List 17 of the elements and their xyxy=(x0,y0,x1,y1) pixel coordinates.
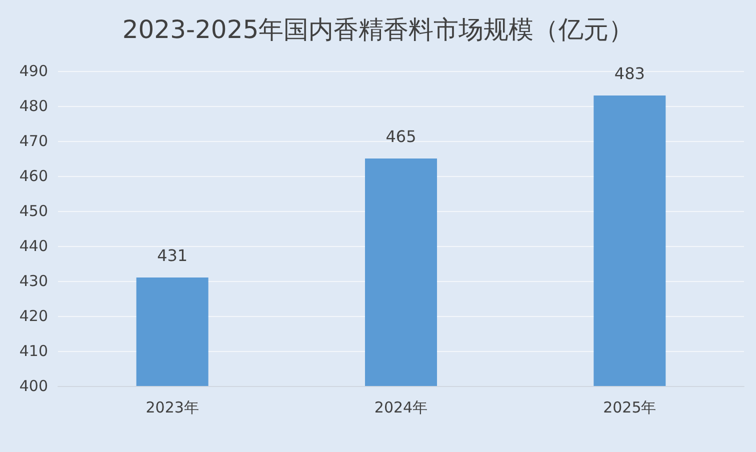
x-tick-label: 2025年 xyxy=(603,398,656,416)
y-tick-label: 420 xyxy=(19,307,48,325)
x-tick-label: 2024年 xyxy=(374,398,428,416)
y-tick-label: 410 xyxy=(19,342,48,360)
x-tick-label: 2023年 xyxy=(146,398,199,416)
y-tick-label: 490 xyxy=(19,62,48,80)
y-tick-label: 480 xyxy=(19,97,48,115)
data-label: 483 xyxy=(614,64,645,83)
y-tick-label: 470 xyxy=(19,132,48,150)
y-tick-label: 460 xyxy=(19,167,48,185)
data-label: 431 xyxy=(157,246,188,265)
data-label: 465 xyxy=(386,127,416,146)
y-tick-label: 450 xyxy=(19,202,48,220)
y-tick-label: 430 xyxy=(19,272,48,290)
chart-title: 2023-2025年国内香精香料市场规模（亿元） xyxy=(122,15,634,44)
y-tick-label: 400 xyxy=(19,377,48,395)
y-tick-label: 440 xyxy=(19,237,48,255)
